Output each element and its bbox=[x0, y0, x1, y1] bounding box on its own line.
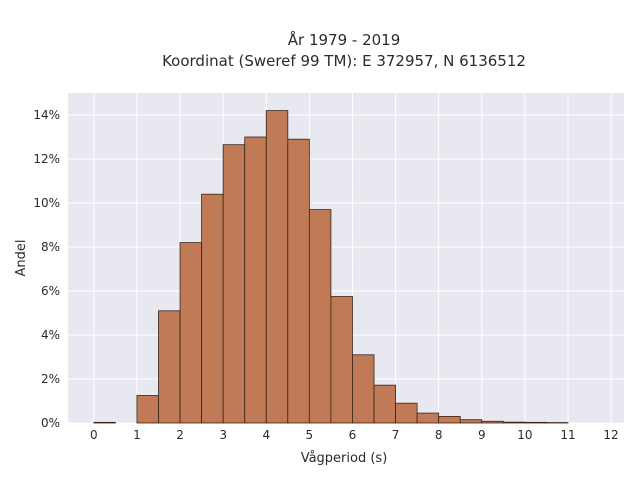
histogram-bar bbox=[502, 421, 526, 424]
histogram-bar bbox=[459, 419, 483, 424]
y-tick-label: 2% bbox=[41, 372, 60, 386]
histogram-bar bbox=[330, 296, 353, 424]
chart-title-line1: År 1979 - 2019 bbox=[288, 30, 401, 49]
histogram-bar bbox=[136, 395, 159, 424]
x-tick-label: 0 bbox=[90, 428, 98, 442]
x-axis-label: Vågperiod (s) bbox=[301, 451, 388, 466]
histogram-bar bbox=[244, 136, 267, 424]
x-tick-label: 11 bbox=[560, 428, 575, 442]
y-tick-label: 8% bbox=[41, 240, 60, 254]
y-axis-ticks: 0% 2% 4% 6% 8% 10% 12% 14% bbox=[33, 108, 60, 430]
histogram-bar bbox=[308, 209, 332, 424]
histogram-bar bbox=[352, 354, 375, 424]
x-tick-label: 8 bbox=[435, 428, 443, 442]
histogram-bar bbox=[222, 144, 246, 424]
x-axis-ticks: 0 1 2 3 4 5 6 7 8 9 10 11 12 bbox=[90, 428, 619, 442]
x-tick-label: 5 bbox=[306, 428, 314, 442]
histogram-bar bbox=[179, 242, 203, 424]
histogram-bar bbox=[158, 310, 181, 424]
y-tick-label: 6% bbox=[41, 284, 60, 298]
histogram-bar bbox=[373, 384, 396, 424]
x-tick-label: 9 bbox=[478, 428, 486, 442]
histogram-bar bbox=[287, 138, 310, 424]
y-tick-label: 12% bbox=[33, 152, 60, 166]
y-tick-label: 0% bbox=[41, 416, 60, 430]
chart-title-line2: Koordinat (Sweref 99 TM): E 372957, N 61… bbox=[162, 52, 526, 70]
y-tick-label: 10% bbox=[33, 196, 60, 210]
bars bbox=[93, 110, 569, 424]
x-tick-label: 1 bbox=[133, 428, 141, 442]
histogram-bar bbox=[481, 420, 504, 424]
histogram-bar bbox=[265, 110, 289, 424]
histogram-bar bbox=[395, 402, 418, 424]
x-tick-label: 3 bbox=[219, 428, 227, 442]
x-tick-label: 4 bbox=[262, 428, 270, 442]
y-tick-label: 14% bbox=[33, 108, 60, 122]
x-tick-label: 6 bbox=[349, 428, 357, 442]
x-tick-label: 7 bbox=[392, 428, 400, 442]
y-axis-label: Andel bbox=[14, 240, 29, 277]
y-tick-label: 4% bbox=[41, 328, 60, 342]
x-tick-label: 12 bbox=[603, 428, 618, 442]
x-tick-label: 2 bbox=[176, 428, 184, 442]
histogram-bar bbox=[93, 421, 116, 424]
histogram-bar bbox=[201, 193, 224, 424]
histogram-bar bbox=[416, 412, 440, 424]
histogram-bar bbox=[438, 415, 461, 424]
histogram-bar bbox=[524, 421, 547, 424]
x-tick-label: 10 bbox=[517, 428, 532, 442]
